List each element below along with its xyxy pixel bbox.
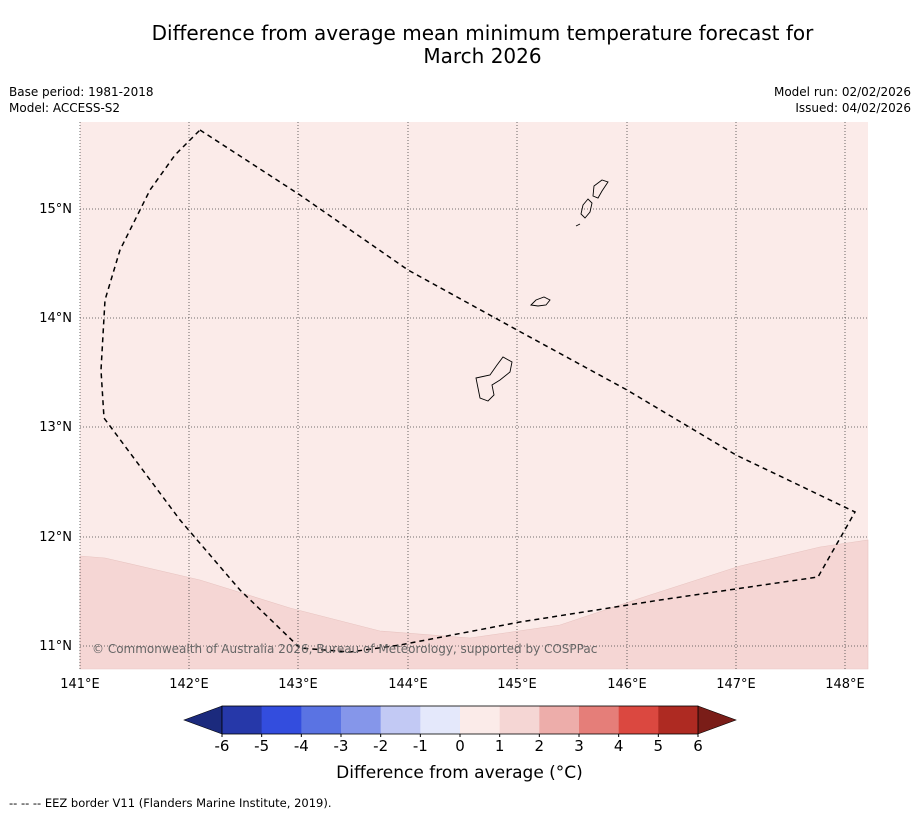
colorbar-extend-high bbox=[697, 705, 737, 735]
copyright-text: © Commonwealth of Australia 2026, Bureau… bbox=[92, 642, 597, 656]
colorbar-tick-label: -4 bbox=[294, 737, 309, 755]
saipan-island bbox=[592, 179, 609, 199]
lat-label: 15°N bbox=[39, 202, 72, 217]
lon-label: 144°E bbox=[388, 677, 428, 692]
anomaly-region-1-to-2 bbox=[79, 539, 869, 670]
longitude-labels: 141°E 142°E 143°E 144°E 145°E 146°E 147°… bbox=[60, 677, 865, 692]
colorbar-swatch bbox=[618, 706, 659, 734]
colorbar-tick-label: -2 bbox=[373, 737, 388, 755]
lat-label: 14°N bbox=[39, 311, 72, 326]
lon-label: 147°E bbox=[716, 677, 756, 692]
model-run-date: Model run: 02/02/2026 bbox=[773, 85, 911, 99]
colorbar-tick-label: 5 bbox=[654, 737, 664, 755]
graticule bbox=[79, 122, 868, 669]
colorbar-swatch bbox=[460, 706, 500, 734]
eez-border bbox=[100, 129, 857, 653]
tinian-island bbox=[580, 198, 593, 219]
colorbar-swatch bbox=[579, 706, 619, 734]
colorbar-extend-low bbox=[183, 705, 223, 735]
colorbar-tick-label: -6 bbox=[215, 737, 230, 755]
lon-label: 146°E bbox=[607, 677, 647, 692]
base-period: Base period: 1981-2018 bbox=[9, 85, 154, 99]
colorbar-label: Difference from average (°C) bbox=[336, 763, 583, 783]
rota-island bbox=[530, 296, 551, 307]
lon-label: 143°E bbox=[278, 677, 318, 692]
lon-label: 141°E bbox=[60, 677, 100, 692]
colorbar-tick-label: -3 bbox=[334, 737, 349, 755]
colorbar-tick-label: 3 bbox=[574, 737, 584, 755]
colorbar-tick-label: 4 bbox=[614, 737, 624, 755]
metadata-right: Model run: 02/02/2026 Issued: 04/02/2026 bbox=[774, 84, 911, 116]
colorbar-swatch bbox=[341, 706, 381, 734]
colorbar-tick-label: -1 bbox=[413, 737, 428, 755]
colorbar-tick-label: 1 bbox=[495, 737, 505, 755]
colorbar-tick-label: 0 bbox=[455, 737, 465, 755]
colorbar-swatch bbox=[301, 706, 342, 734]
lon-label: 142°E bbox=[169, 677, 209, 692]
lon-label: 145°E bbox=[497, 677, 537, 692]
lat-label: 13°N bbox=[39, 420, 72, 435]
colorbar-tick-label: 6 bbox=[693, 737, 703, 755]
latitude-labels: 15°N 14°N 13°N 12°N 11°N bbox=[39, 202, 72, 654]
lon-label: 148°E bbox=[825, 677, 865, 692]
colorbar-swatch bbox=[222, 706, 262, 734]
colorbar-swatch bbox=[261, 706, 302, 734]
map-title: Difference from average mean minimum tem… bbox=[0, 22, 919, 68]
colorbar-tick-label: 2 bbox=[535, 737, 545, 755]
colorbar-swatch bbox=[539, 706, 580, 734]
eez-legend-note: -- -- -- EEZ border V11 (Flanders Marine… bbox=[9, 796, 332, 810]
lat-label: 12°N bbox=[39, 530, 72, 545]
model-name: Model: ACCESS-S2 bbox=[9, 101, 121, 115]
title-line-2: March 2026 bbox=[423, 44, 542, 68]
colorbar-swatch bbox=[658, 706, 699, 734]
title-line-1: Difference from average mean minimum tem… bbox=[151, 21, 814, 45]
colorbar-swatch bbox=[380, 706, 421, 734]
aguijan-island bbox=[575, 223, 581, 227]
colorbar-tick-label: -5 bbox=[254, 737, 269, 755]
guam-island bbox=[475, 356, 513, 402]
metadata-left: Base period: 1981-2018 Model: ACCESS-S2 bbox=[9, 84, 154, 116]
issued-date: Issued: 04/02/2026 bbox=[795, 101, 911, 115]
colorbar: -6 -5 -4 -3 -2 -1 0 1 2 3 4 5 6 bbox=[183, 705, 737, 755]
colorbar-swatch bbox=[499, 706, 540, 734]
colorbar-swatch bbox=[420, 706, 461, 734]
islands bbox=[475, 179, 609, 402]
lat-label: 11°N bbox=[39, 639, 72, 654]
